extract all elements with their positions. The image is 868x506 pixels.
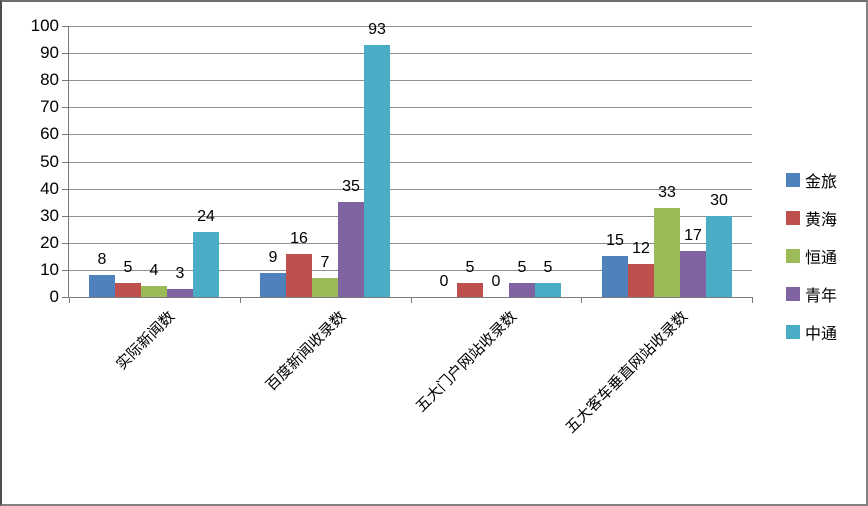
bar-恒通-实际新闻数: [141, 286, 167, 297]
value-label: 93: [368, 21, 386, 38]
value-label: 35: [342, 178, 360, 195]
legend-swatch-黄海: [786, 211, 800, 225]
legend-label: 青年: [805, 288, 838, 305]
legend-label: 中通: [805, 326, 838, 343]
gridline: [69, 53, 752, 54]
legend-item-青年: 青年: [786, 284, 838, 305]
value-label: 24: [197, 208, 215, 225]
value-label: 8: [97, 251, 107, 268]
y-axis-tick: [62, 162, 69, 163]
x-axis-tick: [581, 297, 582, 303]
y-axis-tick-label: 90: [40, 43, 59, 62]
value-label: 7: [320, 254, 330, 271]
legend-item-黄海: 黄海: [786, 208, 838, 229]
y-axis-tick-label: 10: [40, 260, 59, 279]
bar-黄海-五大客车垂直网站收录数: [628, 264, 654, 297]
legend-label: 金旅: [805, 174, 838, 191]
legend-item-恒通: 恒通: [786, 246, 838, 267]
x-axis-tick: [69, 297, 70, 303]
bar-金旅-实际新闻数: [89, 275, 115, 297]
y-axis-tick-label: 30: [40, 206, 59, 225]
plot-area: 8 9 0 15 5 16 5 12 4 7 0 33 3 35 5 17 24 93 5 30: [69, 21, 752, 297]
gridline: [69, 270, 752, 271]
y-axis-tick-label: 80: [40, 70, 59, 89]
value-label: 5: [517, 259, 527, 276]
category-label: 实际新闻数: [113, 308, 179, 374]
legend-swatch-恒通: [786, 249, 800, 263]
bar-青年-百度新闻收录数: [338, 202, 364, 297]
bar-青年-五大门户网站收录数: [509, 283, 535, 297]
value-label: 15: [606, 232, 624, 249]
y-axis-tick-label: 20: [40, 233, 59, 252]
bar-中通-百度新闻收录数: [364, 45, 390, 297]
y-axis-tick: [62, 243, 69, 244]
gridline: [69, 134, 752, 135]
y-axis-tick-label: 50: [40, 152, 59, 171]
value-label: 5: [465, 259, 475, 276]
category-label: 五大客车垂直网站收录数: [562, 308, 692, 437]
y-axis-tick-label: 100: [30, 16, 59, 35]
value-label: 0: [491, 273, 501, 290]
y-axis-tick: [62, 270, 69, 271]
legend-label: 恒通: [805, 250, 838, 267]
y-axis-tick-label: 70: [40, 97, 59, 116]
category-label: 五大门户网站收录数: [412, 308, 521, 416]
y-axis-tick: [62, 107, 69, 108]
category-label: 百度新闻收录数: [262, 308, 350, 395]
value-label: 12: [632, 240, 650, 257]
legend-swatch-青年: [786, 287, 800, 301]
gridline: [69, 80, 752, 81]
legend-swatch-金旅: [786, 173, 800, 187]
value-label: 30: [710, 192, 728, 209]
value-label: 17: [684, 227, 702, 244]
y-axis-tick-label: 0: [49, 287, 59, 306]
bar-金旅-百度新闻收录数: [260, 273, 286, 297]
value-label: 5: [123, 259, 133, 276]
gridline: [69, 107, 752, 108]
bar-恒通-百度新闻收录数: [312, 278, 338, 297]
gridline: [69, 189, 752, 190]
value-label: 9: [268, 249, 278, 266]
legend-label: 黄海: [805, 212, 838, 229]
value-label: 4: [149, 262, 159, 279]
value-label: 33: [658, 184, 676, 201]
y-axis-tick-label: 40: [40, 179, 59, 198]
bar-青年-实际新闻数: [167, 289, 193, 297]
y-axis-tick: [62, 216, 69, 217]
y-axis-tick: [62, 134, 69, 135]
gridline: [69, 162, 752, 163]
value-label: 16: [290, 230, 308, 247]
gridline: [69, 26, 752, 27]
bar-黄海-实际新闻数: [115, 283, 141, 297]
gridline: [69, 243, 752, 244]
bar-中通-五大客车垂直网站收录数: [706, 216, 732, 297]
bar-恒通-五大客车垂直网站收录数: [654, 208, 680, 297]
x-axis-tick: [411, 297, 412, 303]
value-label: 0: [439, 273, 449, 290]
gridline: [69, 216, 752, 217]
value-label: 3: [175, 265, 185, 282]
bar-中通-实际新闻数: [193, 232, 219, 297]
y-axis-tick: [62, 53, 69, 54]
x-axis-tick: [752, 297, 753, 303]
y-axis-tick: [62, 297, 69, 298]
x-axis-tick: [240, 297, 241, 303]
bar-黄海-百度新闻收录数: [286, 254, 312, 297]
legend-item-中通: 中通: [786, 322, 838, 343]
y-axis-tick: [62, 80, 69, 81]
bar-金旅-五大客车垂直网站收录数: [602, 256, 628, 297]
y-axis-tick-label: 60: [40, 124, 59, 143]
legend-item-金旅: 金旅: [786, 170, 838, 191]
bar-青年-五大客车垂直网站收录数: [680, 251, 706, 297]
legend-swatch-中通: [786, 325, 800, 339]
y-axis-tick: [62, 189, 69, 190]
bar-黄海-五大门户网站收录数: [457, 283, 483, 297]
bar-中通-五大门户网站收录数: [535, 283, 561, 297]
y-axis-tick: [62, 26, 69, 27]
value-label: 5: [543, 259, 553, 276]
